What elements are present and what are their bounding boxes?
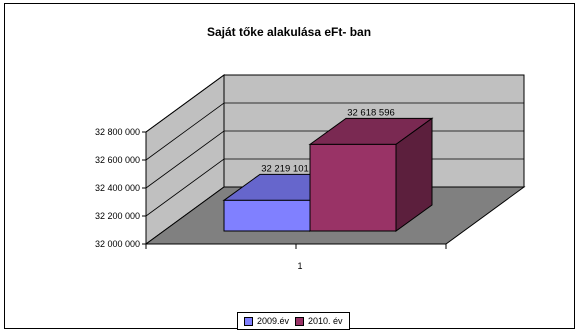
- gridline: [145, 74, 524, 133]
- y-tick-label: 32 800 000: [95, 127, 140, 137]
- legend-swatch-2010: [295, 316, 305, 326]
- legend-item-2010: 2010. év: [295, 316, 343, 326]
- legend-label-2010: 2010. év: [308, 316, 343, 326]
- x-category-label: 1: [297, 261, 302, 271]
- y-tick-label: 32 400 000: [95, 183, 140, 193]
- bar-front-2009: [223, 199, 311, 232]
- y-tick-label: 32 600 000: [95, 155, 140, 165]
- bar-front-2010: [309, 143, 397, 232]
- data-label-2009: 32 219 101: [261, 163, 309, 174]
- legend-label-2009: 2009.év: [257, 316, 290, 326]
- chart-frame: Saját tőke alakulása eFt- ban 32 000 000…: [4, 3, 575, 330]
- data-label-2010: 32 618 596: [347, 107, 395, 118]
- legend: 2009.év 2010. év: [237, 312, 350, 330]
- legend-item-2009: 2009.év: [244, 316, 289, 326]
- chart-title: Saját tőke alakulása eFt- ban: [207, 25, 371, 39]
- gridline: [145, 102, 524, 161]
- legend-swatch-2009: [244, 316, 253, 326]
- y-tick-label: 32 000 000: [95, 239, 140, 249]
- y-tick-label: 32 200 000: [95, 211, 140, 221]
- chart-plot: Saját tőke alakulása eFt- ban 32 000 000…: [95, 25, 526, 271]
